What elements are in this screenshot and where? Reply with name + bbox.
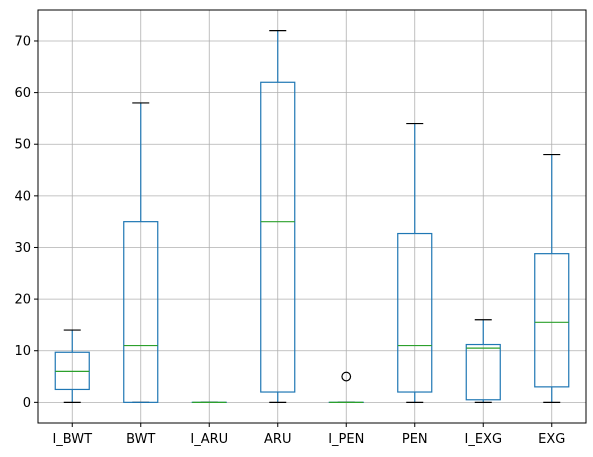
grid-layer: [38, 10, 586, 423]
x-tick-label: I_EXG: [464, 432, 502, 447]
y-tick-label: 60: [14, 86, 31, 101]
x-tick-label: EXG: [538, 432, 565, 447]
y-tick-label: 30: [14, 241, 31, 256]
x-tick-label: I_PEN: [328, 432, 364, 447]
x-tick-label: I_BWT: [52, 432, 92, 447]
y-tick-label: 20: [14, 293, 31, 308]
x-tick-label: BWT: [126, 432, 155, 447]
box-layer: [55, 31, 569, 403]
plot-frame: [38, 10, 586, 423]
x-tick-label: ARU: [264, 432, 291, 447]
y-tick-label: 50: [14, 138, 31, 153]
tick-layer: 0 10 20 30 40 50 60 70 I_BWT BWT I_ARU ARU I_PEN PEN I…: [14, 34, 565, 447]
y-tick-label: 70: [14, 34, 31, 49]
y-tick-label: 40: [14, 189, 31, 204]
axes-layer: [38, 10, 586, 423]
y-tick-label: 0: [23, 396, 31, 411]
x-tick-label: I_ARU: [190, 432, 228, 447]
x-tick-label: PEN: [402, 432, 428, 447]
y-tick-label: 10: [14, 344, 31, 359]
